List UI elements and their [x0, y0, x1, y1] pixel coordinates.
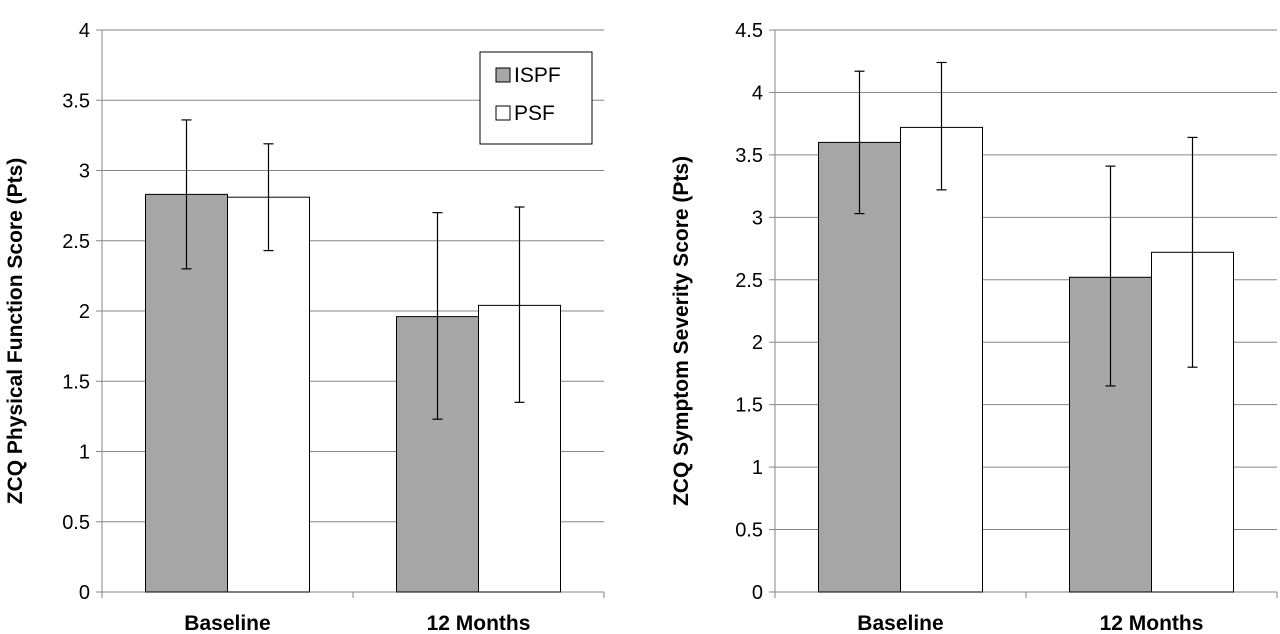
y-tick-label: 2 [79, 301, 90, 323]
chart-panel-1: 0 0.5 1 1.5 2 2.5 3 3.5 4 Baseline 12 Months ZCQ Ph… [4, 20, 605, 634]
y-tick-label: 0.5 [735, 520, 763, 542]
y-tick-label: 0.5 [62, 512, 90, 534]
y-tick-label: 3.5 [735, 145, 763, 167]
y-tick-label: 3 [79, 161, 90, 183]
y-tick-label: 2 [752, 332, 763, 354]
category-label: Baseline [857, 612, 943, 634]
y-tick-label: 0 [79, 582, 90, 604]
y-axis-title: ZCQ Symptom Severity Score (Pts) [670, 156, 693, 506]
y-axis-title: ZCQ Physical Function Score (Pts) [4, 158, 27, 505]
bar-psf-baseline [227, 196, 310, 593]
legend: ISPF PSF [479, 51, 593, 145]
y-tick-label: 4 [79, 20, 90, 42]
category-label: 12 Months [427, 612, 531, 634]
y-tick-label: 0 [752, 582, 763, 604]
y-tick-label: 2.5 [62, 231, 90, 253]
y-tick-label: 2.5 [735, 270, 763, 292]
y-tick-label: 3 [752, 207, 763, 229]
y-tick-label: 1 [752, 457, 763, 479]
legend-label-ispf: ISPF [514, 64, 561, 87]
y-tick-label: 4.5 [735, 20, 763, 42]
y-tick-label: 1.5 [735, 395, 763, 417]
legend-swatch-ispf [495, 67, 511, 83]
y-tick-label: 4 [752, 82, 763, 104]
chart-panel-2: 0 0.5 1 1.5 2 2.5 3 3.5 4 4.5 Baseline 12 Months ZCQ… [670, 20, 1278, 634]
legend-label-psf: PSF [514, 102, 555, 125]
y-tick-label: 3.5 [62, 90, 90, 112]
y-tick-label: 1 [79, 442, 90, 464]
y-tick-label: 1.5 [62, 371, 90, 393]
bar-ispf-baseline [818, 141, 901, 593]
category-label: Baseline [184, 612, 270, 634]
bar-psf-baseline [900, 126, 983, 593]
legend-swatch-psf [495, 105, 511, 121]
category-label: 12 Months [1100, 612, 1204, 634]
legend-box [479, 51, 593, 145]
